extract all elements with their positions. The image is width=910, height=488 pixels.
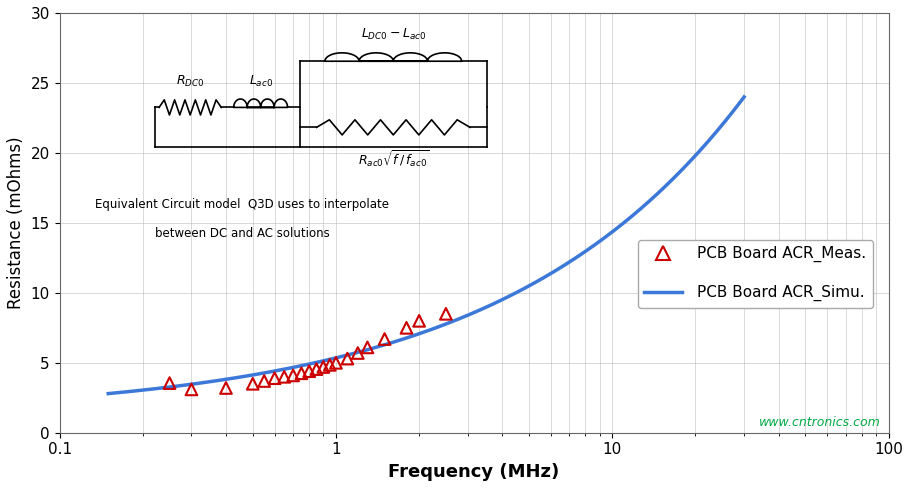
Point [246, 380, 260, 387]
Y-axis label: Resistance (mOhms): Resistance (mOhms) [7, 137, 25, 309]
Point [309, 365, 324, 373]
Legend: PCB Board ACR_Meas., PCB Board ACR_Simu.: PCB Board ACR_Meas., PCB Board ACR_Simu. [638, 240, 873, 307]
Point [412, 317, 427, 325]
Point [294, 369, 308, 377]
Point [316, 363, 330, 371]
Point [350, 349, 365, 357]
X-axis label: Frequency (MHz): Frequency (MHz) [389, 463, 560, 481]
Point [218, 384, 233, 392]
Point [286, 371, 300, 379]
Text: between DC and AC solutions: between DC and AC solutions [155, 227, 329, 240]
Text: Equivalent Circuit model  Q3D uses to interpolate: Equivalent Circuit model Q3D uses to int… [95, 198, 389, 211]
Point [340, 355, 355, 363]
Point [329, 359, 343, 366]
Point [360, 344, 375, 351]
Point [399, 324, 414, 332]
Point [439, 310, 453, 318]
Text: $L_{DC0} - L_{ac0}$: $L_{DC0} - L_{ac0}$ [360, 27, 426, 42]
Point [378, 335, 392, 343]
Point [257, 377, 271, 385]
Point [184, 386, 198, 393]
Point [268, 374, 282, 382]
Text: $L_{ac0}$: $L_{ac0}$ [248, 73, 273, 88]
Text: www.cntronics.com: www.cntronics.com [759, 416, 880, 428]
Text: $R_{DC0}$: $R_{DC0}$ [176, 73, 205, 88]
Point [322, 361, 337, 369]
Text: $R_{ac0}\sqrt{f\,/\,f_{ac0}}$: $R_{ac0}\sqrt{f\,/\,f_{ac0}}$ [358, 149, 429, 170]
Point [162, 379, 177, 387]
Point [277, 373, 291, 381]
Point [302, 367, 317, 375]
